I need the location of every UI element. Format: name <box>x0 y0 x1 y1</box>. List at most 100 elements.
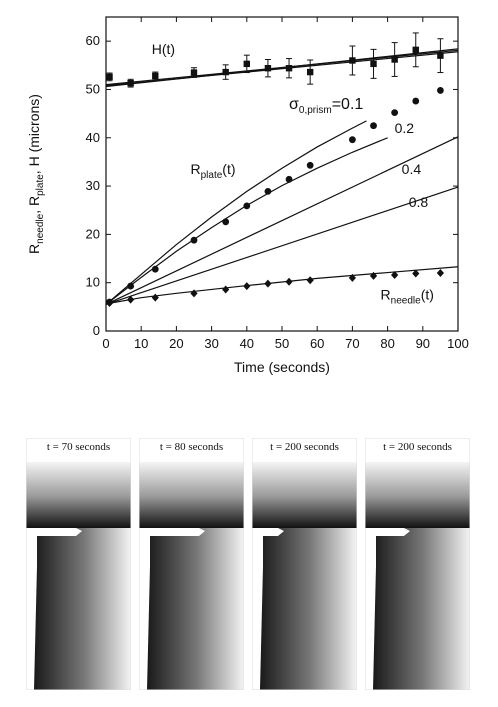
annotation-sub: plate <box>201 170 223 181</box>
y-tick-label: 60 <box>86 33 100 48</box>
fit-line <box>105 136 459 305</box>
needle-point <box>436 269 444 278</box>
needle-point <box>190 289 198 298</box>
y-tick-label: 40 <box>86 130 100 145</box>
plate-crystal <box>365 528 410 536</box>
annotation-label: Rneedle(t) <box>381 287 434 307</box>
h-point <box>412 46 419 54</box>
plate-point <box>391 109 399 117</box>
x-tick-label: 60 <box>310 336 324 351</box>
lower-field <box>26 528 131 690</box>
fit-line <box>105 186 459 305</box>
simulation-image <box>365 438 470 690</box>
x-tick-label: 10 <box>134 336 148 351</box>
y-label-sub-plate: plate <box>35 174 46 196</box>
data-points <box>105 32 444 307</box>
panel-time-label: t = 200 seconds <box>270 441 339 453</box>
needle-point <box>127 295 135 304</box>
plate-point <box>243 202 251 210</box>
h-point <box>190 69 198 76</box>
plate-point <box>190 236 198 244</box>
h-point <box>106 73 113 81</box>
x-tick-label: 100 <box>447 336 469 351</box>
h-point <box>264 65 272 72</box>
needle-crystal <box>26 536 37 690</box>
needle-point <box>243 282 251 291</box>
needle-crystal <box>252 536 263 690</box>
y-label-sep: , <box>26 206 42 214</box>
annotation-tail: (t) <box>421 287 434 303</box>
upper-field <box>139 458 244 528</box>
label-strip <box>139 438 244 462</box>
lower-field <box>139 528 244 690</box>
plate-crystal <box>139 528 205 536</box>
panel-time-label: t = 200 seconds <box>383 441 452 453</box>
plate-point <box>264 187 272 195</box>
annotation-tail: =0.1 <box>332 96 364 113</box>
h-point <box>306 68 314 76</box>
plate-point <box>412 97 420 105</box>
annotation-base: 0.8 <box>409 194 429 210</box>
plate-point <box>370 122 377 130</box>
label-strip <box>26 438 131 462</box>
x-tick-label: 40 <box>240 336 254 351</box>
simulation-panel: t = 200 seconds <box>365 438 470 690</box>
h-point <box>437 52 444 59</box>
x-tick-label: 70 <box>345 336 359 351</box>
annotation-label: σ0,prism=0.1 <box>289 96 363 116</box>
h-point <box>152 72 159 80</box>
chart: 0 10 20 30 40 50 60 70 80 90 100 0 10 20 30 40 50 60 H(t)… <box>26 16 469 375</box>
axis-ticks: 0 10 20 30 40 50 60 70 80 90 100 0 10 20 30 40 50 60 <box>86 17 469 351</box>
upper-field <box>252 458 357 528</box>
plate-point <box>349 136 356 144</box>
needle-point <box>391 270 399 279</box>
plate-crystal <box>26 528 82 536</box>
h-point <box>127 79 134 87</box>
y-label-sub-needle: needle <box>35 213 46 243</box>
annotations: H(t)σ0,prism=0.10.20.40.8Rplate(t)Rneedl… <box>152 41 434 306</box>
annotation-label: 0.2 <box>395 120 415 136</box>
y-tick-label: 50 <box>86 81 100 96</box>
x-tick-label: 50 <box>275 336 289 351</box>
y-tick-label: 20 <box>86 226 100 241</box>
plate-point <box>285 175 293 183</box>
plate-point <box>151 265 159 273</box>
x-axis-label: Time (seconds) <box>234 359 330 375</box>
needle-point <box>264 279 272 288</box>
annotation-base: 0.2 <box>395 120 415 136</box>
needle-crystal <box>365 536 376 690</box>
simulation-image <box>26 438 131 690</box>
y-label-r1: R <box>26 244 42 254</box>
y-tick-label: 10 <box>86 275 100 290</box>
plate-crystal <box>252 528 284 536</box>
y-tick-label: 0 <box>93 323 100 338</box>
y-label-tail: , H (microns) <box>26 94 42 174</box>
needle-crystal <box>139 536 150 690</box>
lower-field <box>365 528 470 690</box>
annotation-base: R <box>381 287 391 303</box>
panel-time-label: t = 80 seconds <box>159 441 224 453</box>
needle-point <box>369 271 378 280</box>
x-tick-label: 30 <box>204 336 218 351</box>
upper-field <box>365 458 470 528</box>
annotation-base: R <box>190 161 200 177</box>
fit-line <box>105 120 367 305</box>
plate-point <box>222 218 230 226</box>
y-label-r2: R <box>26 196 42 206</box>
needle-point <box>222 285 230 294</box>
annotation-tail: (t) <box>222 161 235 177</box>
needle-point <box>151 293 159 302</box>
needle-point <box>105 298 114 307</box>
panel-time-label: t = 70 seconds <box>46 441 111 453</box>
annotation-label: 0.4 <box>402 161 422 177</box>
annotation-label: H(t) <box>152 41 175 57</box>
simulation-image <box>139 438 244 690</box>
x-tick-label: 0 <box>102 336 109 351</box>
svg-text:Rneedle, Rplate, H (microns): Rneedle, Rplate, H (microns) <box>26 94 46 254</box>
h-point <box>391 56 398 63</box>
y-axis-label: Rneedle, Rplate, H (microns) <box>26 94 46 254</box>
annotation-base: 0.4 <box>402 161 422 177</box>
annotation-label: 0.8 <box>409 194 429 210</box>
needle-point <box>412 269 420 278</box>
needle-point <box>348 273 356 282</box>
